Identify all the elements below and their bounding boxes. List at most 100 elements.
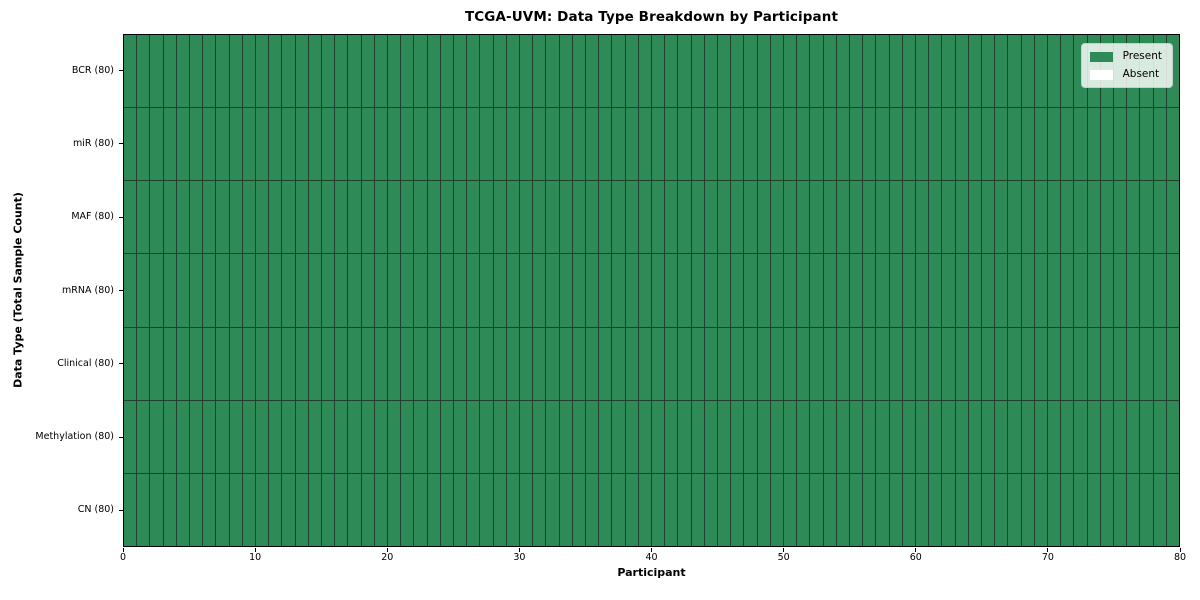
heatmap-cell bbox=[902, 108, 915, 181]
heatmap-cell bbox=[704, 327, 717, 400]
heatmap-cell bbox=[638, 108, 651, 181]
heatmap-cell bbox=[427, 400, 440, 473]
heatmap-cell bbox=[770, 327, 783, 400]
heatmap-cell bbox=[163, 108, 176, 181]
heatmap-cell bbox=[150, 254, 163, 327]
heatmap-cell bbox=[1008, 35, 1021, 108]
heatmap-cell bbox=[995, 400, 1008, 473]
heatmap-cell bbox=[1140, 327, 1153, 400]
heatmap-cell bbox=[216, 400, 229, 473]
heatmap-cell bbox=[295, 327, 308, 400]
heatmap-cell bbox=[665, 327, 678, 400]
heatmap-cell bbox=[440, 327, 453, 400]
y-tick-mark bbox=[119, 436, 123, 438]
heatmap-cell bbox=[216, 181, 229, 254]
heatmap-cell bbox=[915, 35, 929, 108]
heatmap-cell bbox=[889, 181, 902, 254]
heatmap-cell bbox=[546, 35, 559, 108]
heatmap-cell bbox=[269, 327, 282, 400]
heatmap-cell bbox=[968, 108, 981, 181]
heatmap-cell bbox=[585, 254, 599, 327]
heatmap-cell bbox=[849, 254, 863, 327]
heatmap-cell bbox=[427, 254, 440, 327]
heatmap-cell bbox=[242, 108, 255, 181]
heatmap-cell bbox=[150, 35, 163, 108]
heatmap-cell bbox=[374, 327, 387, 400]
heatmap-cell bbox=[467, 181, 480, 254]
heatmap-cell bbox=[731, 254, 744, 327]
heatmap-cell bbox=[1153, 400, 1166, 473]
y-tick-mark bbox=[119, 509, 123, 511]
heatmap-cell bbox=[889, 35, 902, 108]
heatmap-cell bbox=[321, 254, 335, 327]
heatmap-cell bbox=[717, 108, 731, 181]
heatmap-cell bbox=[651, 473, 665, 546]
heatmap-cell bbox=[1087, 473, 1100, 546]
heatmap-cell bbox=[519, 327, 533, 400]
heatmap-cell bbox=[744, 327, 757, 400]
heatmap-cell bbox=[189, 400, 203, 473]
heatmap-cell bbox=[216, 254, 229, 327]
x-tick-label: 50 bbox=[777, 552, 790, 563]
heatmap-cell bbox=[783, 254, 797, 327]
heatmap-cell bbox=[387, 254, 401, 327]
heatmap-cell bbox=[546, 181, 559, 254]
heatmap-cell bbox=[533, 181, 546, 254]
heatmap-cell bbox=[559, 473, 572, 546]
heatmap-cell bbox=[335, 473, 348, 546]
heatmap-cell bbox=[810, 181, 823, 254]
heatmap-cell bbox=[189, 181, 203, 254]
heatmap-cell bbox=[1061, 327, 1074, 400]
heatmap-cell bbox=[203, 108, 216, 181]
heatmap-cell bbox=[440, 108, 453, 181]
heatmap-cell bbox=[770, 35, 783, 108]
y-tick-label: Methylation (80) bbox=[35, 431, 114, 443]
x-tick-mark bbox=[651, 548, 652, 552]
heatmap-cell bbox=[744, 400, 757, 473]
heatmap-cell bbox=[731, 327, 744, 400]
heatmap-cell bbox=[506, 400, 519, 473]
heatmap-cell bbox=[955, 473, 968, 546]
heatmap-cell bbox=[1153, 254, 1166, 327]
heatmap-cell bbox=[612, 400, 625, 473]
heatmap-cell bbox=[823, 35, 836, 108]
heatmap-cell bbox=[203, 327, 216, 400]
heatmap-cell bbox=[889, 254, 902, 327]
x-tick-mark bbox=[1047, 548, 1049, 552]
heatmap-cell bbox=[559, 181, 572, 254]
heatmap-cell bbox=[678, 327, 691, 400]
heatmap-cell bbox=[585, 400, 599, 473]
heatmap-cell bbox=[519, 108, 533, 181]
heatmap-cell bbox=[269, 254, 282, 327]
heatmap-cell bbox=[163, 254, 176, 327]
heatmap-cell bbox=[783, 473, 797, 546]
heatmap-cell bbox=[124, 254, 137, 327]
heatmap-cell bbox=[625, 35, 638, 108]
y-tick-mark bbox=[119, 70, 123, 72]
heatmap-cell bbox=[929, 181, 942, 254]
heatmap-cell bbox=[889, 327, 902, 400]
heatmap-cell bbox=[519, 473, 533, 546]
heatmap-cell bbox=[1140, 108, 1153, 181]
heatmap-cell bbox=[546, 327, 559, 400]
heatmap-cell bbox=[678, 108, 691, 181]
heatmap-cell bbox=[1113, 254, 1127, 327]
heatmap-cell bbox=[361, 254, 374, 327]
heatmap-cell bbox=[189, 254, 203, 327]
heatmap-cell bbox=[255, 473, 269, 546]
heatmap-cell bbox=[1087, 254, 1100, 327]
heatmap-cell bbox=[546, 254, 559, 327]
x-tick-mark bbox=[915, 548, 917, 552]
heatmap-cell bbox=[665, 108, 678, 181]
heatmap-cell bbox=[559, 108, 572, 181]
heatmap-cell bbox=[1061, 400, 1074, 473]
heatmap-cell bbox=[849, 35, 863, 108]
legend: Present Absent bbox=[1080, 43, 1173, 88]
heatmap-cell bbox=[282, 254, 295, 327]
heatmap-cell bbox=[585, 181, 599, 254]
heatmap-cell bbox=[176, 108, 189, 181]
heatmap-cell bbox=[216, 473, 229, 546]
heatmap-cell bbox=[533, 254, 546, 327]
heatmap-cell bbox=[559, 254, 572, 327]
heatmap-cell bbox=[968, 400, 981, 473]
